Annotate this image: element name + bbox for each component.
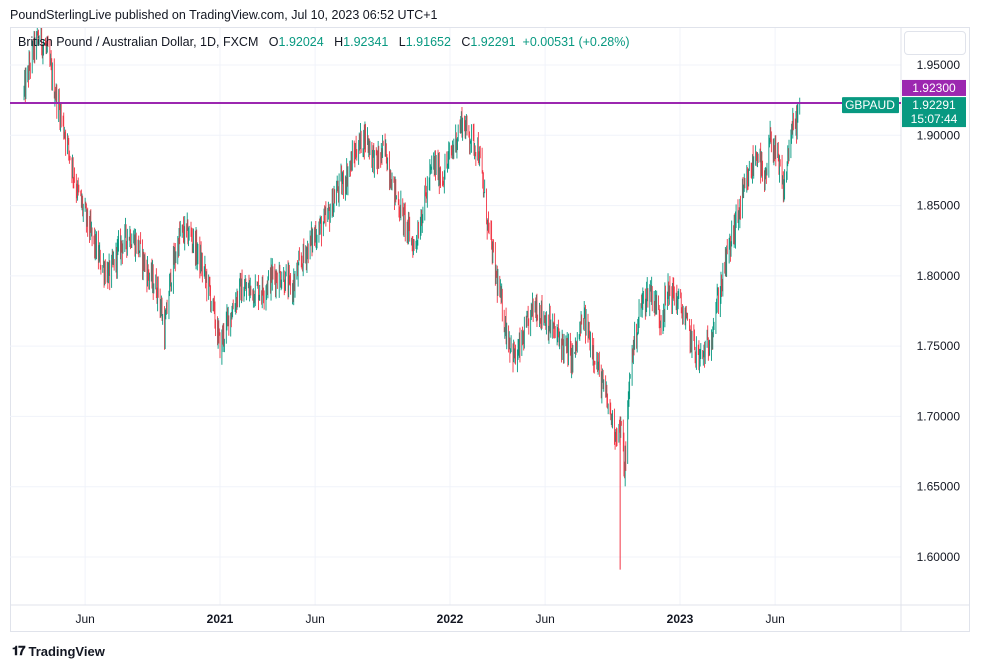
x-tick-label: Jun bbox=[535, 612, 554, 626]
y-tick-label: 1.80000 bbox=[917, 269, 961, 283]
y-tick-label: 1.70000 bbox=[917, 409, 961, 423]
level-value-text: 1.92300 bbox=[912, 81, 956, 95]
scale-toggle-button[interactable] bbox=[904, 31, 966, 55]
legend-high-value: 1.92341 bbox=[343, 35, 389, 49]
tradingview-logo-icon: 𝟏𝟕 bbox=[12, 643, 26, 658]
legend-symbol: British Pound / Australian Dollar, 1D, F… bbox=[18, 35, 259, 49]
y-tick-label: 1.85000 bbox=[917, 199, 961, 213]
last-price-tag bbox=[902, 97, 966, 128]
legend-low-value: 1.91652 bbox=[405, 35, 451, 49]
legend-open-value: 1.92024 bbox=[278, 35, 324, 49]
legend-close-value: 1.92291 bbox=[470, 35, 516, 49]
x-tick-label: 2022 bbox=[437, 612, 464, 626]
x-tick-label: 2021 bbox=[207, 612, 234, 626]
y-tick-label: 1.65000 bbox=[917, 480, 961, 494]
symbol-tag-text: GBPAUD bbox=[845, 98, 895, 112]
last-price-text: 1.92291 bbox=[912, 98, 956, 112]
candles-group bbox=[23, 28, 801, 570]
chart-frame bbox=[10, 27, 970, 632]
level-value-tag bbox=[902, 79, 966, 96]
legend-low-label: L bbox=[398, 35, 406, 49]
x-tick-label: Jun bbox=[765, 612, 784, 626]
legend-change: +0.00531 (+0.28%) bbox=[522, 35, 630, 49]
legend-high-label: H bbox=[334, 35, 344, 49]
publisher-line: PoundSterlingLive published on TradingVi… bbox=[10, 8, 438, 22]
x-tick-label: 2023 bbox=[667, 612, 694, 626]
y-tick-label: 1.60000 bbox=[917, 550, 961, 564]
countdown-text: 15:07:44 bbox=[911, 112, 958, 126]
x-tick-label: Jun bbox=[305, 612, 324, 626]
legend-open-label: O bbox=[268, 35, 279, 49]
footer-brand-text: TradingView bbox=[28, 643, 105, 659]
y-tick-label: 1.90000 bbox=[917, 128, 961, 142]
footer-brand[interactable]: 𝟏𝟕 TradingView bbox=[12, 643, 105, 659]
symbol-tag bbox=[842, 97, 899, 114]
chart-legend: British Pound / Australian Dollar, 1D, F… bbox=[18, 35, 630, 49]
y-tick-label: 1.95000 bbox=[917, 58, 961, 72]
y-tick-label: 1.75000 bbox=[917, 339, 961, 353]
legend-close-label: C bbox=[461, 35, 471, 49]
x-tick-label: Jun bbox=[75, 612, 94, 626]
